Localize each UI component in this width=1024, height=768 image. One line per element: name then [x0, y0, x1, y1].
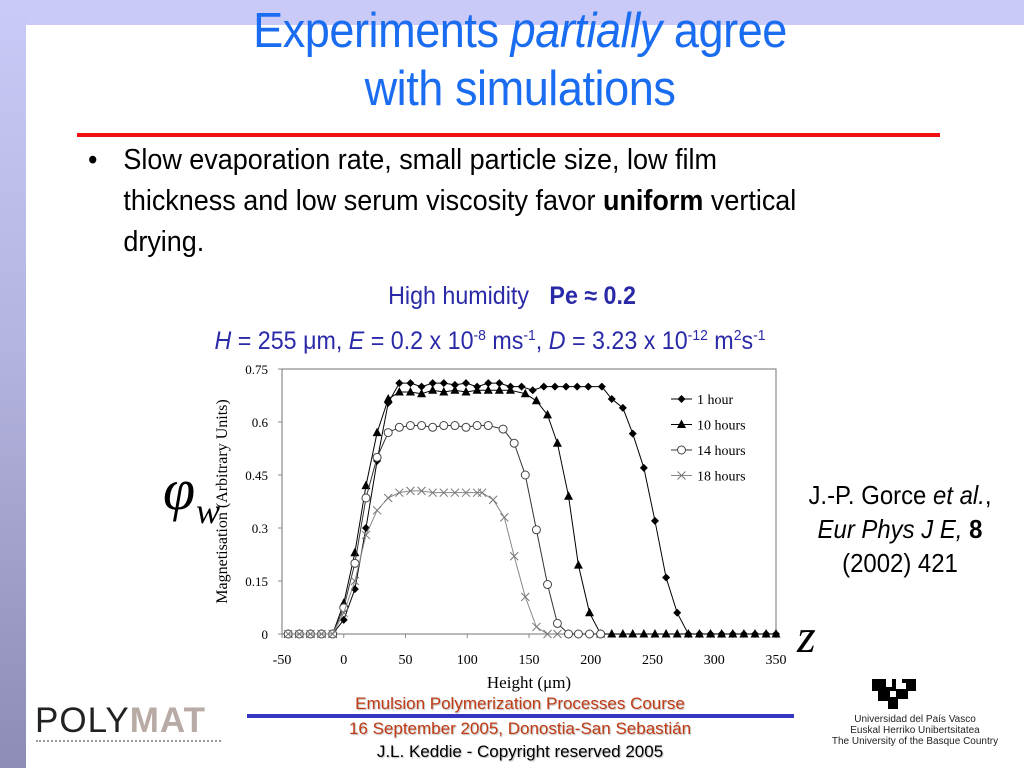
bullet-bold: uniform — [602, 185, 704, 217]
x-tick-label: 0 — [340, 653, 347, 668]
x-tick-label: 100 — [457, 653, 478, 668]
plot-area — [281, 368, 777, 635]
university-line: The University of the Basque Country — [831, 736, 999, 747]
param-e-unit: ms — [485, 327, 524, 355]
university-line: Euskal Herriko Unibertsitatea — [850, 725, 980, 736]
condition-label: High humidity — [388, 282, 529, 310]
series-18-hours — [283, 486, 562, 639]
y-tick-label: 0.45 — [245, 468, 268, 483]
x-axis-label: Height (μm) — [487, 673, 571, 692]
y-tick-label: 0 — [262, 627, 269, 642]
bullet-icon: • — [88, 144, 98, 176]
param-d-unit2: s — [741, 327, 754, 355]
param-e-value: = 0.2 x 10 — [364, 327, 474, 355]
x-tick-label: 300 — [704, 653, 725, 668]
bullet-text-end: vertical drying. — [123, 185, 797, 258]
param-d-symbol: D — [548, 327, 566, 355]
chart-legend: 1 hour 10 hours 14 hours 18 hours — [671, 393, 746, 485]
polymat-logo: POLYMAT — [35, 703, 206, 739]
param-d-unit-exponent: 2 — [733, 327, 742, 344]
title-text: Experiments — [253, 4, 511, 58]
bullet-point: • Slow evaporation rate, small particle … — [88, 140, 832, 263]
slide-frame-left — [0, 0, 26, 768]
citation-journal: Eur Phys J E, — [817, 514, 963, 544]
param-e-exponent: -8 — [473, 327, 486, 344]
title-line2: with simulations — [364, 62, 676, 116]
slide-title: Experiments partially agree with simulat… — [97, 2, 943, 118]
param-d-value: = 3.23 x 10 — [565, 327, 688, 355]
title-divider — [77, 133, 940, 137]
x-tick-label: 200 — [580, 653, 601, 668]
peclet-number: Pe ≈ 0.2 — [549, 282, 636, 310]
y-tick-label: 0.3 — [252, 521, 268, 536]
legend-label: 14 hours — [697, 444, 746, 459]
x-tick-label: 150 — [519, 653, 540, 668]
legend-label: 18 hours — [697, 470, 746, 485]
footer-date-place: 16 September 2005, Donostia-San Sebastiá… — [348, 719, 692, 738]
y-tick-label: 0.15 — [245, 574, 268, 589]
citation-et-al: et al. — [933, 480, 985, 510]
polymat-logo-poly: POLY — [35, 701, 130, 740]
title-italic: partially — [510, 4, 663, 58]
separator: , — [535, 327, 549, 355]
citation-authors: J.-P. Gorce — [808, 480, 934, 510]
param-e-symbol: E — [348, 327, 365, 355]
param-d-unit: m — [707, 327, 734, 355]
param-h-value: = 255 μm, — [231, 327, 349, 355]
legend-label: 1 hour — [697, 393, 734, 408]
university-line: Universidad del País Vasco — [854, 714, 976, 725]
y-tick-label: 0.75 — [245, 362, 268, 377]
series-14-hours — [283, 421, 606, 639]
param-d-exponent: -12 — [687, 327, 708, 344]
phi-symbol: φ — [163, 457, 196, 522]
citation-volume: 8 — [969, 514, 983, 544]
legend-label: 10 hours — [697, 419, 746, 434]
param-h-symbol: H — [214, 327, 232, 355]
x-tick-label: 50 — [399, 653, 413, 668]
citation: J.-P. Gorce et al., Eur Phys J E, 8 (200… — [790, 478, 1011, 580]
parameters-line: H = 255 μm, E = 0.2 x 10-8 ms-1, D = 3.2… — [72, 327, 909, 356]
polymat-logo-mat: MAT — [129, 701, 206, 740]
y-tick-label: 0.6 — [252, 415, 269, 430]
footer-course: Emulsion Polymerization Processes Course — [355, 694, 685, 713]
x-tick-label: 250 — [642, 653, 663, 668]
phi-subscript: w — [196, 491, 221, 531]
title-text: agree — [661, 4, 787, 58]
polymat-tagline — [36, 740, 221, 745]
y-axis-label: Magnetisation (Arbitrary Units) — [214, 399, 231, 603]
x-tick-label: 350 — [766, 653, 787, 668]
bullet-text: Slow evaporation rate, small particle si… — [123, 144, 717, 217]
param-e-unit-exponent: -1 — [523, 327, 536, 344]
condition-line: High humidity Pe ≈ 0.2 — [36, 282, 988, 311]
citation-sep: , — [984, 480, 992, 510]
citation-year-page: (2002) 421 — [842, 548, 958, 578]
x-tick-label: -50 — [273, 653, 292, 668]
footer-copyright: J.L. Keddie - Copyright reserved 2005 — [376, 742, 664, 761]
university-name: Universidad del País Vasco Euskal Herrik… — [810, 714, 1020, 747]
footer-divider — [247, 714, 794, 718]
z-symbol: z — [797, 610, 816, 663]
slide-frame-top — [0, 0, 1024, 25]
param-d-unit2-exponent: -1 — [753, 327, 766, 344]
university-logo-icon — [872, 679, 916, 709]
